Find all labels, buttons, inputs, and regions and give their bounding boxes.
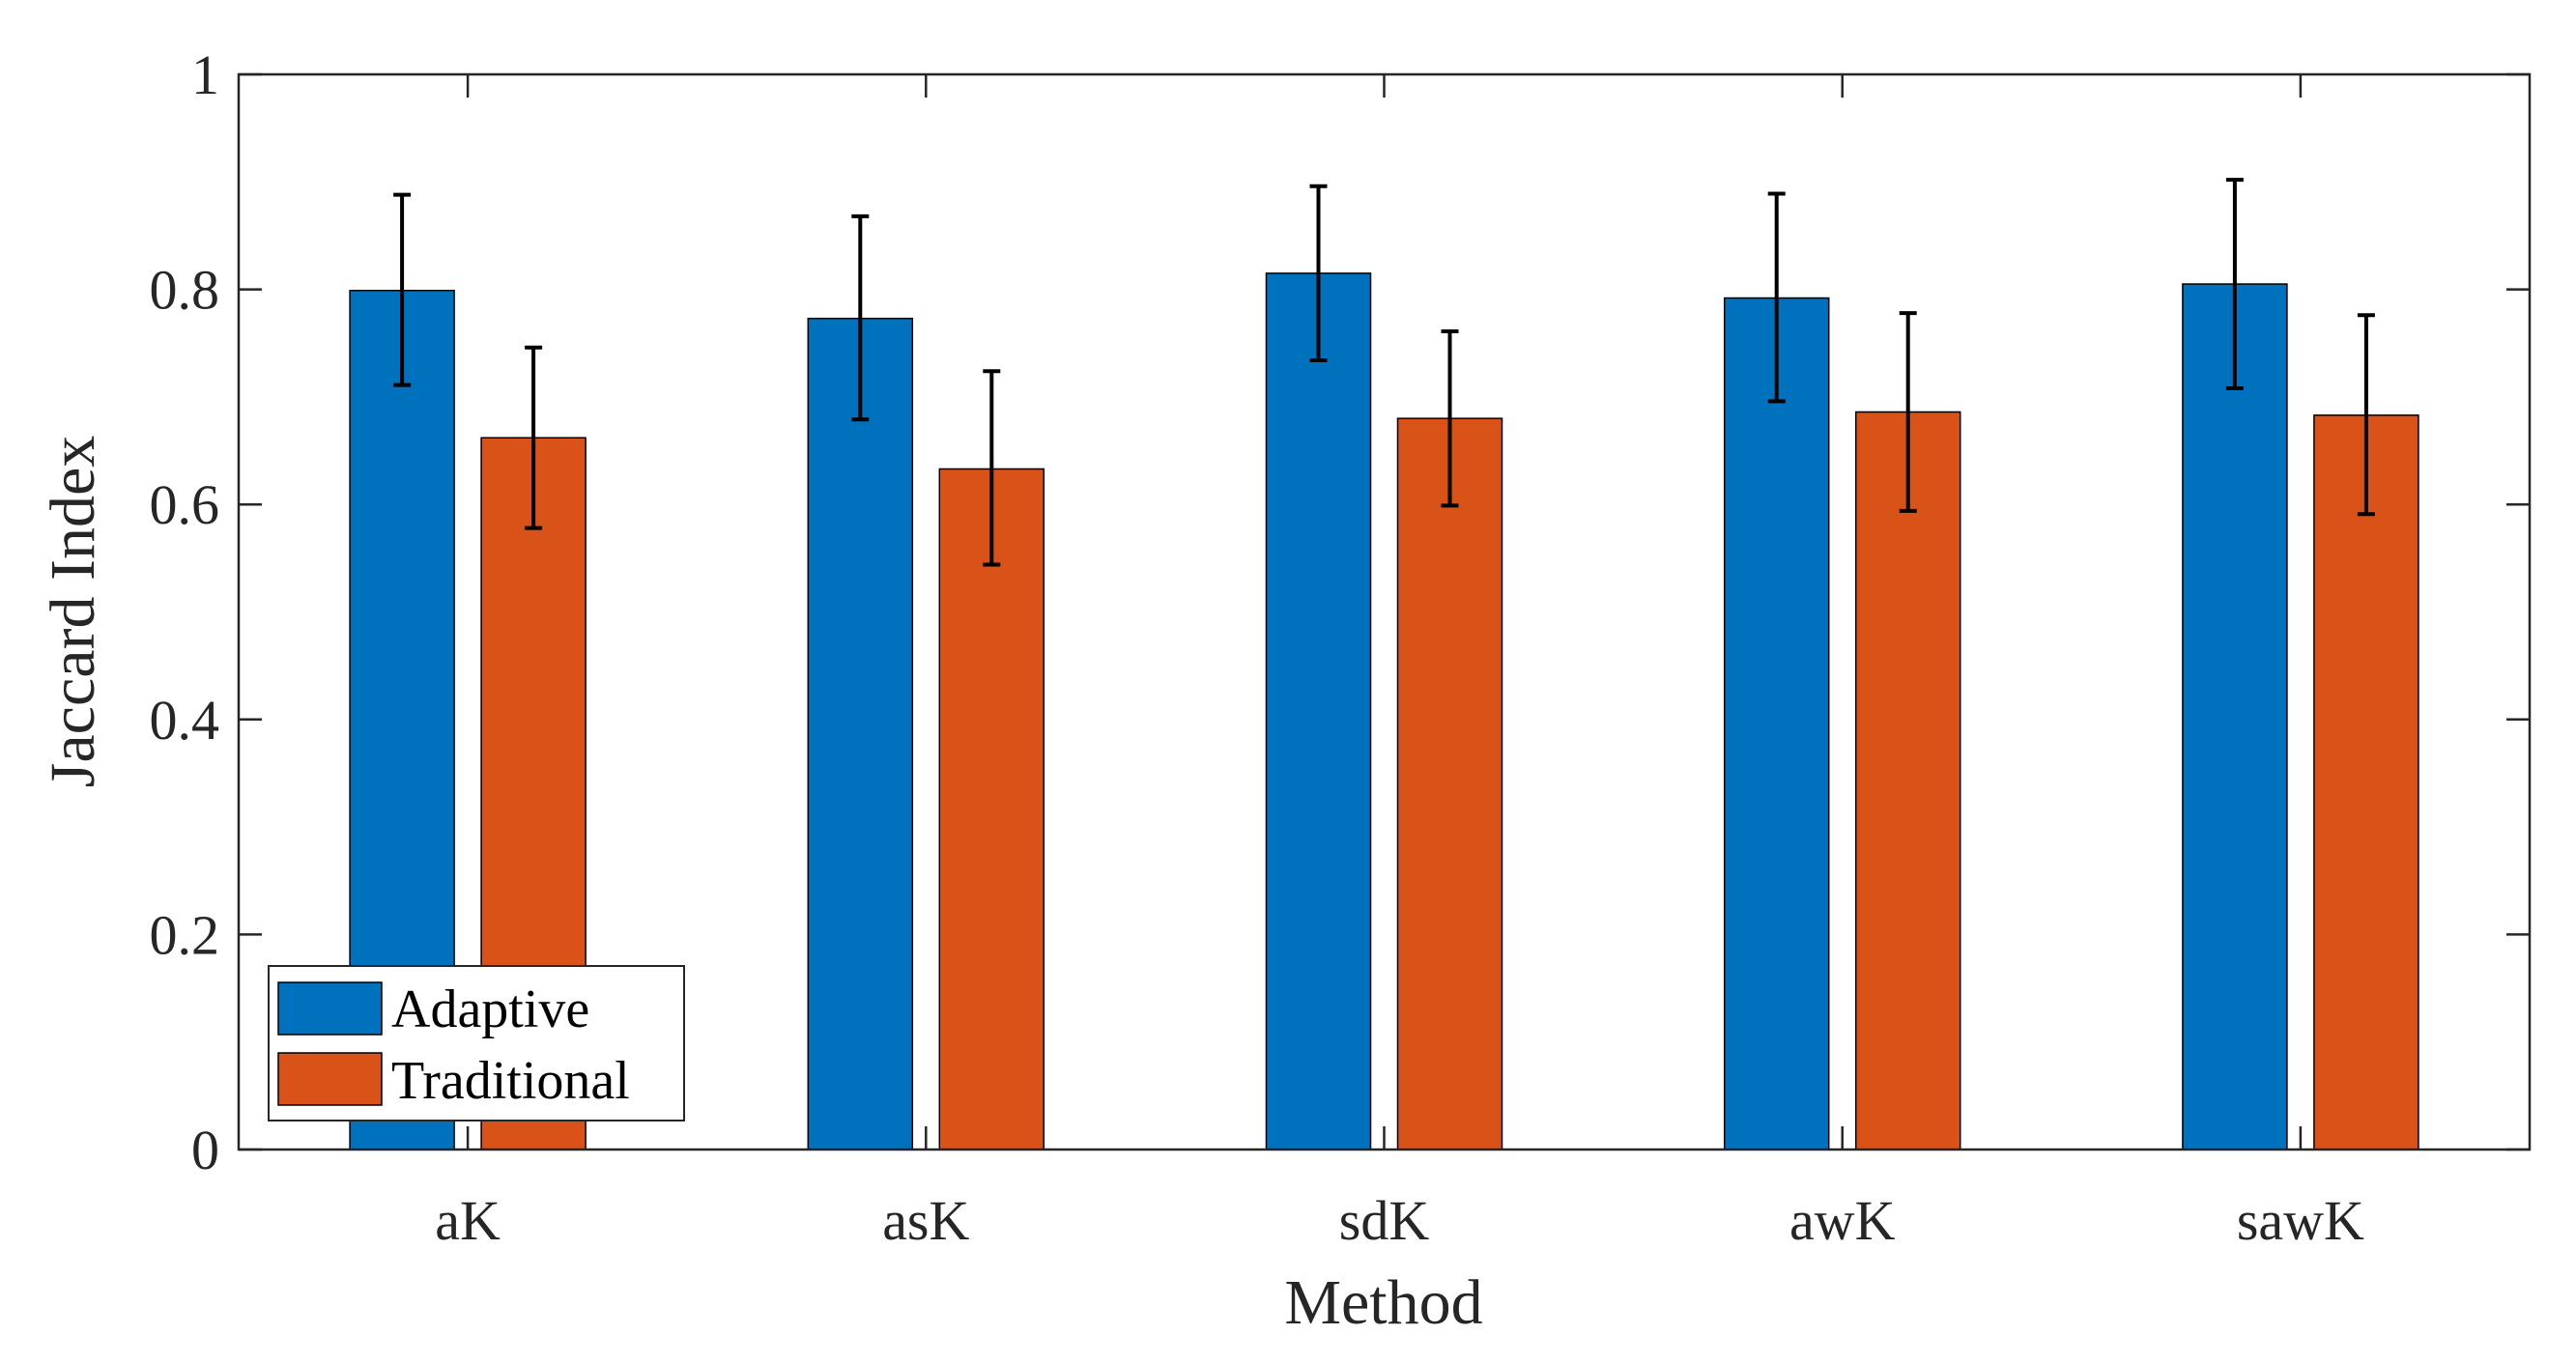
errorbars-layer [393,178,2375,567]
errorbar-adaptive-ask [851,213,870,422]
legend-swatch-traditional [277,1052,383,1106]
errorbar-traditional-sdk [1441,329,1459,508]
bar-adaptive-awk [1723,297,1830,1150]
bar-traditional-sdk [1396,417,1503,1150]
errorbar-traditional-ak [525,345,543,530]
y-tick-label: 0.2 [150,903,220,966]
legend: Adaptive Traditional [268,965,685,1122]
errorbar-adaptive-sawk [2225,178,2244,390]
errorbar-traditional-ask [983,369,1001,567]
y-tick-label: 1 [191,43,219,106]
legend-label-traditional: Traditional [391,1051,630,1111]
bar-traditional-awk [1854,411,1961,1150]
x-tick-label-ask: asK [882,1189,969,1252]
bar-adaptive-ask [807,317,914,1150]
legend-label-adaptive: Adaptive [391,980,589,1039]
y-axis-title: Jaccard Index [38,436,108,788]
bars-layer [349,272,2419,1150]
y-tick-label: 0.6 [150,473,220,536]
ticks-layer [239,72,2530,1151]
x-tick-label-awk: awK [1789,1189,1896,1252]
x-axis-title: Method [1284,1267,1482,1338]
y-tick-label: 0 [191,1119,219,1181]
bar-adaptive-sawk [2182,283,2288,1150]
errorbar-adaptive-ak [393,192,412,387]
errorbar-traditional-sawk [2357,313,2375,517]
x-tick-label-sdk: sdK [1339,1189,1430,1252]
x-tick-labels: aK asK sdK awK sawK [435,1189,2364,1252]
bar-traditional-ask [938,468,1045,1150]
x-tick-label-sawk: sawK [2237,1189,2364,1252]
errorbar-adaptive-awk [1767,191,1786,404]
y-tick-labels: 0 0.2 0.4 0.6 0.8 1 [150,43,220,1181]
bar-traditional-sawk [2313,414,2419,1150]
errorbar-adaptive-sdk [1309,184,1328,363]
y-tick-label: 0.8 [150,259,220,322]
bar-adaptive-sdk [1265,272,1372,1150]
y-tick-label: 0.4 [150,689,220,752]
errorbar-traditional-awk [1899,311,1917,513]
x-tick-label-ak: aK [435,1189,501,1252]
legend-swatch-adaptive [277,981,383,1036]
